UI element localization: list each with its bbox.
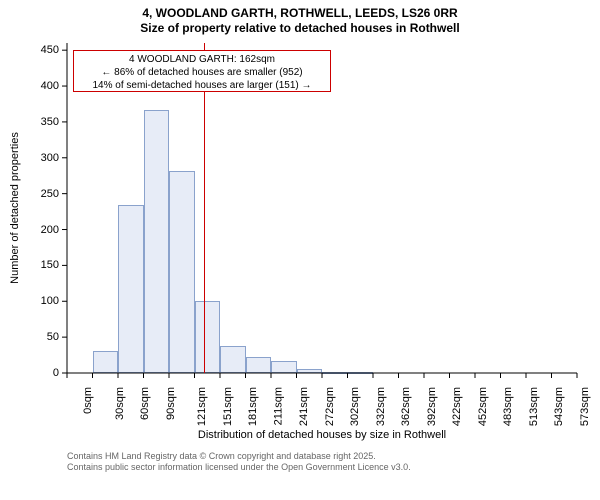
y-tick-label: 0 <box>0 367 59 379</box>
histogram-bar <box>93 351 119 373</box>
histogram-bar <box>195 301 221 373</box>
annotation-line2: ← 86% of detached houses are smaller (95… <box>77 66 327 79</box>
attribution-line1: Contains HM Land Registry data © Crown c… <box>67 451 411 462</box>
x-tick-label: 362sqm <box>400 387 412 426</box>
y-tick-label: 50 <box>0 331 59 343</box>
attribution-line2: Contains public sector information licen… <box>67 462 411 473</box>
y-tick-label: 450 <box>0 44 59 56</box>
histogram-bar <box>322 372 348 374</box>
x-tick-label: 241sqm <box>298 387 310 426</box>
attribution-block: Contains HM Land Registry data © Crown c… <box>67 451 411 473</box>
x-tick-label: 543sqm <box>553 387 565 426</box>
x-tick-label: 211sqm <box>272 387 284 425</box>
histogram-bar <box>271 361 297 373</box>
histogram-bar <box>220 346 246 373</box>
x-tick-label: 60sqm <box>139 387 151 420</box>
reference-line <box>204 43 205 373</box>
annotation-box: 4 WOODLAND GARTH: 162sqm ← 86% of detach… <box>73 50 331 92</box>
histogram-bar <box>169 171 195 373</box>
y-axis-label: Number of detached properties <box>9 132 21 284</box>
histogram-bar <box>297 369 323 373</box>
x-tick-label: 121sqm <box>196 387 208 426</box>
x-tick-label: 272sqm <box>324 387 336 426</box>
x-tick-label: 90sqm <box>165 387 177 420</box>
histogram-bar <box>246 357 272 373</box>
annotation-line1: 4 WOODLAND GARTH: 162sqm <box>77 53 327 66</box>
x-tick-label: 151sqm <box>222 387 234 426</box>
chart-title-line1: 4, WOODLAND GARTH, ROTHWELL, LEEDS, LS26… <box>0 6 600 21</box>
histogram-bar <box>144 110 170 373</box>
x-axis-label: Distribution of detached houses by size … <box>198 429 446 441</box>
x-tick-label: 452sqm <box>477 387 489 426</box>
x-tick-label: 392sqm <box>426 387 438 426</box>
x-tick-label: 30sqm <box>114 387 126 420</box>
chart-title-block: 4, WOODLAND GARTH, ROTHWELL, LEEDS, LS26… <box>0 6 600 36</box>
histogram-bar <box>118 205 144 373</box>
x-tick-label: 181sqm <box>247 387 259 426</box>
x-tick-label: 302sqm <box>349 387 361 426</box>
annotation-line3: 14% of semi-detached houses are larger (… <box>77 79 327 92</box>
x-tick-label: 513sqm <box>528 387 540 426</box>
chart-title-line2: Size of property relative to detached ho… <box>0 21 600 36</box>
histogram-bar <box>348 372 374 374</box>
y-tick-label: 350 <box>0 116 59 128</box>
x-tick-label: 422sqm <box>451 387 463 426</box>
x-tick-label: 573sqm <box>579 387 591 426</box>
y-tick-label: 100 <box>0 295 59 307</box>
x-tick-label: 332sqm <box>375 387 387 426</box>
x-tick-label: 0sqm <box>82 387 94 414</box>
x-tick-label: 483sqm <box>502 387 514 426</box>
y-tick-label: 400 <box>0 80 59 92</box>
